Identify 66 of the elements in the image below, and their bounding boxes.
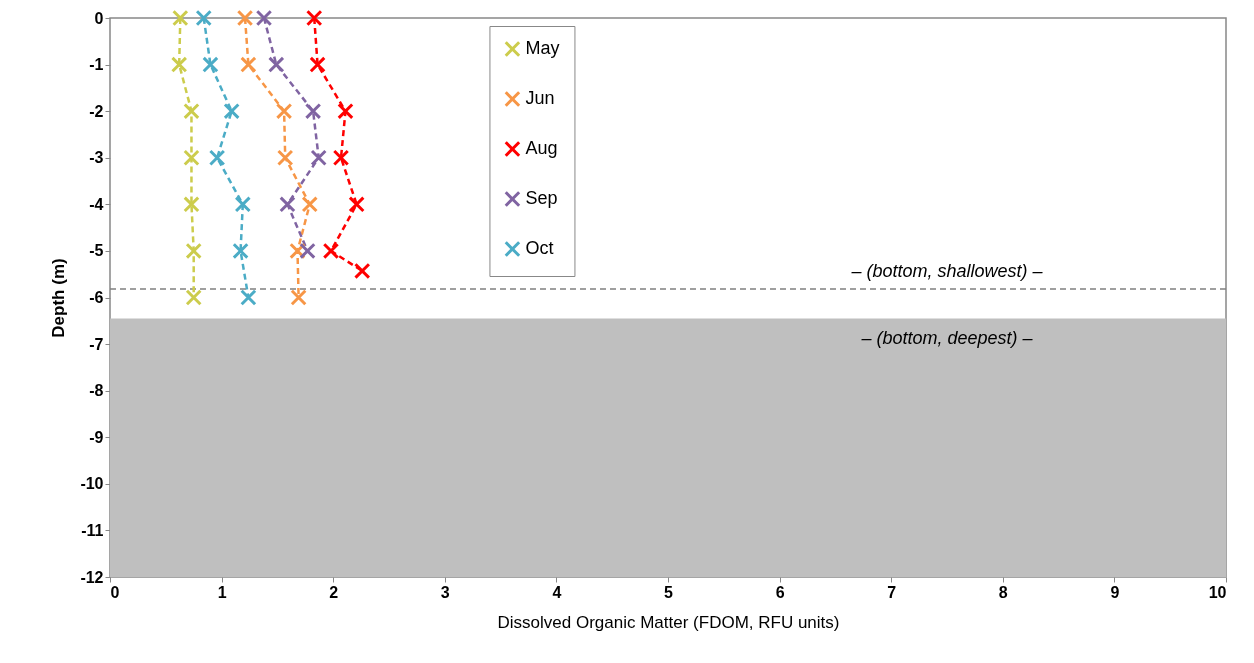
point [183,102,200,120]
point [277,149,294,166]
y-tick-label: -7 [89,335,104,353]
point [208,149,226,166]
x-tick-label: 5 [664,583,674,601]
y-tick-label: -9 [89,428,104,446]
x-tick-label: 8 [998,583,1008,601]
point [279,196,296,213]
x-tick-label: 10 [1208,583,1227,601]
legend-label: Oct [525,238,554,258]
y-tick-label: -1 [89,56,104,74]
point [275,102,293,120]
point [185,289,202,306]
x-tick-label: 3 [440,583,450,601]
ref-line-label: – (bottom, shallowest) – [850,261,1044,282]
y-tick-label: -6 [89,289,104,306]
y-tick-label: -8 [89,382,104,400]
x-tick-label: 0 [110,583,120,601]
point [232,242,249,260]
point [304,102,322,120]
legend-label: Aug [525,138,558,158]
x-tick-label: 2 [329,583,339,601]
point [240,56,257,73]
x-tick-label: 4 [552,583,562,601]
point [202,56,219,73]
y-tick-label: -4 [89,195,104,213]
point [172,9,189,27]
point [183,196,200,213]
y-axis-title: Depth (m) [49,258,69,338]
y-tick-label: -5 [89,242,104,260]
y-tick-label: -11 [81,521,104,539]
point [240,289,257,306]
y-tick-label: -12 [80,568,104,586]
point [348,196,365,213]
x-tick-label: 9 [1110,583,1120,601]
point [223,102,240,120]
band-label: – (bottom, deepest) – [860,328,1034,349]
x-tick-label: 6 [775,583,785,601]
point [332,149,350,166]
point [306,9,323,27]
point [337,102,354,120]
legend-label: May [525,38,560,58]
point [234,196,252,213]
point [170,56,188,73]
point [185,242,202,260]
y-tick-label: -3 [89,149,104,167]
point [255,9,273,27]
point [354,262,371,280]
y-tick-label: -10 [80,475,104,493]
legend-label: Jun [525,88,555,108]
point [290,289,307,306]
point [268,56,285,73]
y-tick-label: -2 [89,102,104,120]
point [322,242,340,260]
point [301,196,318,213]
point [299,242,316,260]
point [310,149,327,166]
y-tick-label: 0 [94,9,104,27]
point [195,9,212,27]
point [309,56,326,73]
x-tick-label: 1 [217,583,227,601]
point [236,9,254,27]
x-tick-label: 7 [887,583,897,601]
x-axis-title: Dissolved Organic Matter (FDOM, RFU units) [497,612,840,632]
point [183,149,200,166]
legend-label: Sep [525,188,558,208]
